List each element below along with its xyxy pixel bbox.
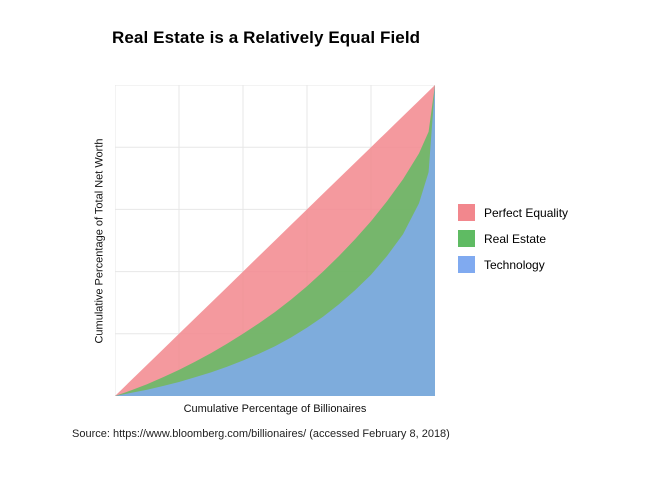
legend-item-technology: Technology (458, 256, 568, 273)
legend-label-technology: Technology (484, 257, 545, 272)
legend-swatch-technology (458, 256, 475, 273)
chart-title: Real Estate is a Relatively Equal Field (112, 28, 421, 47)
legend: Perfect Equality Real Estate Technology (458, 204, 568, 282)
legend-label-real-estate: Real Estate (484, 231, 547, 246)
source-citation: Source: https://www.bloomberg.com/billio… (72, 428, 450, 440)
legend-item-real-estate: Real Estate (458, 230, 568, 247)
x-axis-label: Cumulative Percentage of Billionaires (183, 403, 367, 415)
plot-area (114, 84, 436, 397)
legend-item-perfect-equality: Perfect Equality (458, 204, 568, 221)
legend-swatch-real-estate (458, 230, 475, 247)
legend-swatch-perfect-equality (458, 204, 475, 221)
y-axis-label: Cumulative Percentage of Total Net Worth (93, 138, 106, 344)
plot-region (114, 84, 436, 397)
legend-label-perfect-equality: Perfect Equality (484, 205, 569, 220)
